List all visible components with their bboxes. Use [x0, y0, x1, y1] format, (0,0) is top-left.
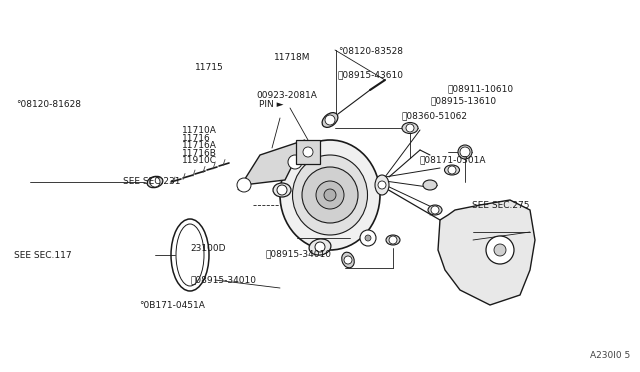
Circle shape	[460, 147, 470, 157]
Text: 11910C: 11910C	[182, 156, 218, 165]
Text: Ⓥ08171-0301A: Ⓥ08171-0301A	[419, 155, 486, 164]
Ellipse shape	[273, 183, 291, 197]
Ellipse shape	[280, 140, 380, 250]
Ellipse shape	[147, 176, 163, 188]
Circle shape	[486, 236, 514, 264]
Text: 11716: 11716	[182, 134, 211, 143]
Text: 00923-2081A: 00923-2081A	[256, 92, 317, 100]
Circle shape	[406, 124, 414, 132]
Text: SEE SEC.275: SEE SEC.275	[472, 201, 530, 210]
Circle shape	[237, 178, 251, 192]
Ellipse shape	[342, 252, 355, 268]
Text: PIN ►: PIN ►	[259, 100, 284, 109]
Text: °0B171-0451A: °0B171-0451A	[140, 301, 205, 310]
Ellipse shape	[445, 165, 460, 175]
FancyBboxPatch shape	[296, 140, 320, 164]
Text: Ⓥ08915-34010: Ⓥ08915-34010	[266, 249, 332, 258]
Circle shape	[316, 181, 344, 209]
Polygon shape	[238, 140, 305, 190]
Circle shape	[365, 235, 371, 241]
Text: Ⓝ08911-10610: Ⓝ08911-10610	[448, 84, 514, 93]
Text: 11710A: 11710A	[182, 126, 217, 135]
Text: Ⓥ08915-13610: Ⓥ08915-13610	[430, 96, 496, 105]
Circle shape	[431, 206, 439, 214]
Ellipse shape	[386, 235, 400, 245]
Circle shape	[324, 189, 336, 201]
Circle shape	[325, 115, 335, 125]
Text: A230I0 5: A230I0 5	[589, 351, 630, 360]
Text: Ⓥ08915-34010: Ⓥ08915-34010	[191, 275, 257, 284]
Ellipse shape	[375, 175, 389, 195]
Text: SEE SEC.117: SEE SEC.117	[14, 251, 72, 260]
Text: 11716A: 11716A	[182, 141, 217, 150]
Circle shape	[277, 185, 287, 195]
Circle shape	[389, 236, 397, 244]
Circle shape	[315, 242, 325, 252]
Text: 11718M: 11718M	[274, 53, 310, 62]
Text: 11716B: 11716B	[182, 149, 217, 158]
Ellipse shape	[458, 145, 472, 159]
Ellipse shape	[423, 180, 437, 190]
Circle shape	[302, 167, 358, 223]
Ellipse shape	[428, 205, 442, 215]
Text: Ⓝ08360-51062: Ⓝ08360-51062	[402, 112, 468, 121]
Ellipse shape	[292, 155, 367, 235]
Ellipse shape	[402, 122, 418, 134]
Circle shape	[303, 147, 313, 157]
Ellipse shape	[309, 239, 331, 255]
Text: °08120-83528: °08120-83528	[338, 47, 403, 56]
Text: Ⓥ08915-43610: Ⓥ08915-43610	[338, 70, 404, 79]
Text: 23100D: 23100D	[191, 244, 226, 253]
Ellipse shape	[322, 113, 338, 127]
Circle shape	[344, 256, 352, 264]
Circle shape	[378, 181, 386, 189]
Circle shape	[150, 177, 160, 187]
Circle shape	[448, 166, 456, 174]
Polygon shape	[438, 200, 535, 305]
Circle shape	[288, 155, 302, 169]
Circle shape	[360, 230, 376, 246]
Text: SEE SEC.231: SEE SEC.231	[123, 177, 180, 186]
Circle shape	[494, 244, 506, 256]
Text: 11715: 11715	[195, 63, 224, 72]
Text: °08120-81628: °08120-81628	[16, 100, 81, 109]
